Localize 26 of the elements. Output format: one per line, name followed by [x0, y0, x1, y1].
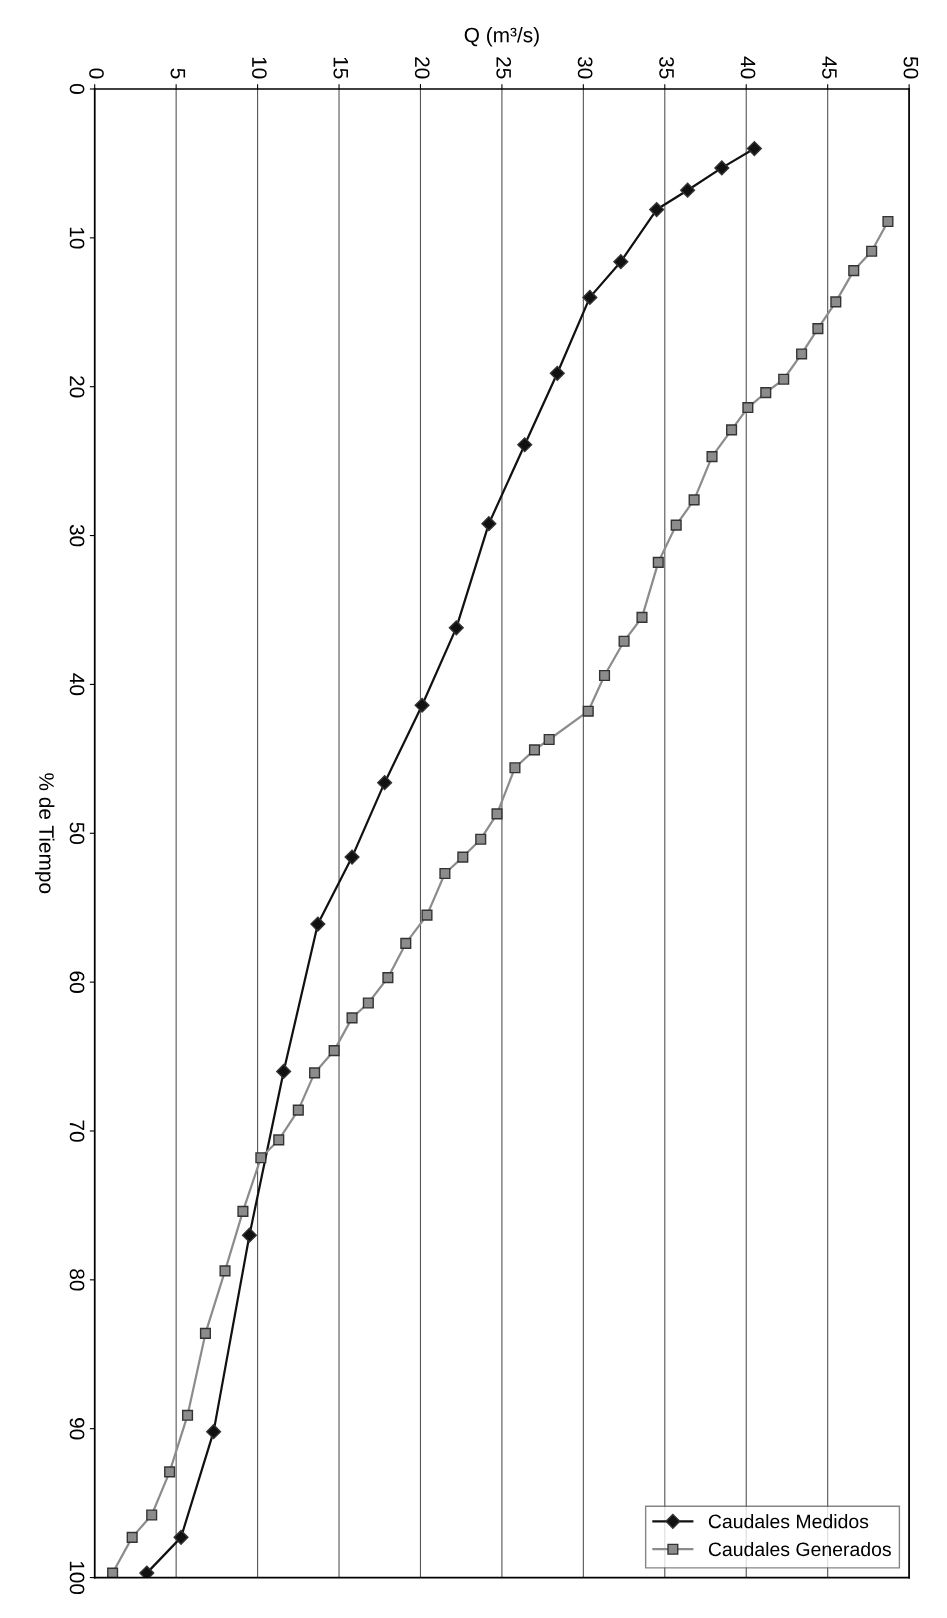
- y-tick-label: 30: [69, 524, 85, 547]
- x-axis-title: Q (m³/s): [464, 27, 539, 47]
- y-tick-label: 80: [69, 1269, 85, 1291]
- y-tick-label: 10: [69, 227, 85, 249]
- legend-label: Caudales Generados: [708, 1541, 891, 1557]
- x-tick-label: 30: [577, 56, 593, 79]
- x-tick-label: 25: [496, 57, 512, 79]
- y-tick-label: 90: [69, 1418, 85, 1440]
- y-tick-label: 0: [69, 84, 85, 94]
- x-tick-label: 0: [89, 68, 104, 79]
- y-tick-label: 70: [69, 1120, 85, 1142]
- x-tick-label: 40: [740, 56, 756, 79]
- x-tick-label: 50: [903, 56, 919, 79]
- x-tick-label: 10: [251, 57, 267, 79]
- x-tick-label: 35: [659, 56, 674, 79]
- y-tick-label: 60: [69, 971, 85, 993]
- y-tick-label: 100: [69, 1561, 85, 1595]
- y-tick-label: 20: [69, 376, 85, 398]
- x-tick-label: 15: [333, 57, 348, 79]
- y-axis-title: % de Tiempo: [35, 773, 55, 894]
- legend-label: Caudales Medidos: [708, 1514, 869, 1529]
- x-tick-label: 20: [414, 57, 430, 79]
- y-tick-label: 40: [69, 673, 85, 696]
- x-tick-label: 5: [170, 68, 186, 79]
- y-tick-label: 50: [69, 822, 85, 845]
- x-tick-label: 45: [822, 56, 837, 79]
